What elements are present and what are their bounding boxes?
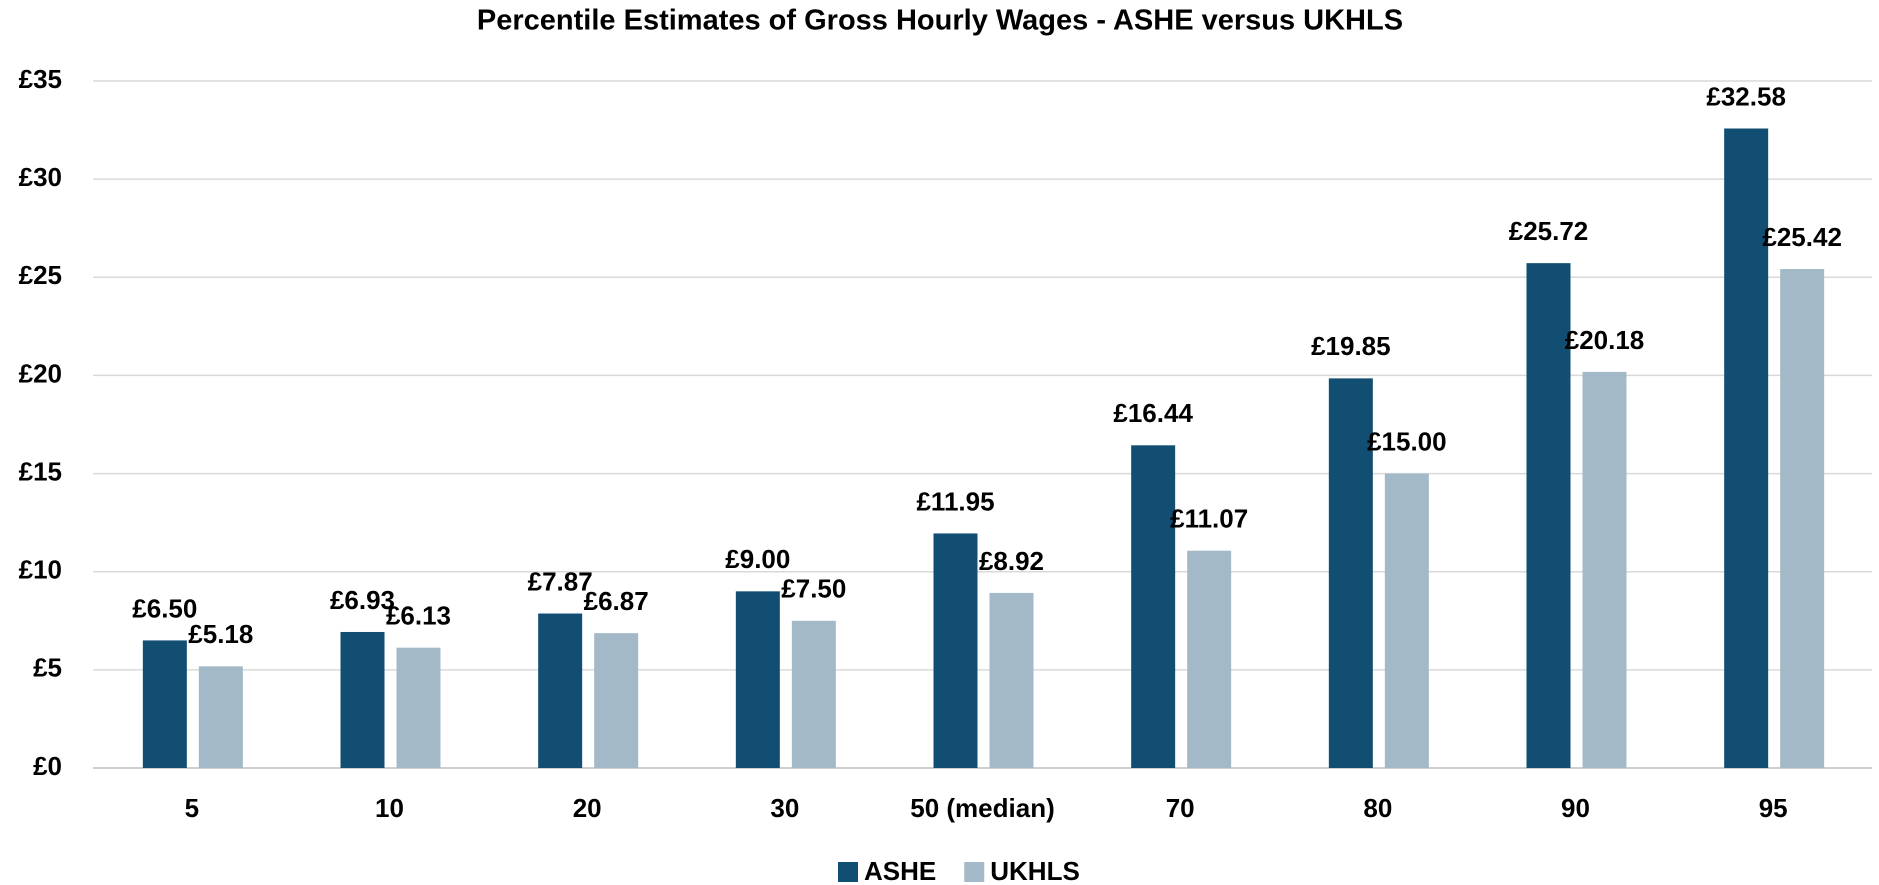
- data-label: £32.58: [1706, 81, 1786, 111]
- data-label: £16.44: [1113, 398, 1193, 428]
- y-tick-label: £30: [19, 162, 62, 192]
- data-label: £7.87: [528, 566, 593, 596]
- data-label: £5.18: [188, 619, 253, 649]
- data-label: £7.50: [781, 574, 846, 604]
- bar: [396, 647, 441, 768]
- x-tick-label: 80: [1363, 793, 1392, 823]
- data-label: £6.50: [132, 593, 197, 623]
- bar: [1780, 269, 1825, 768]
- data-label: £25.72: [1509, 216, 1589, 246]
- bar: [198, 666, 243, 768]
- data-label: £19.85: [1311, 331, 1391, 361]
- x-tick-label: 95: [1759, 793, 1788, 823]
- bar: [142, 640, 187, 768]
- data-label: £9.00: [725, 544, 790, 574]
- x-tick-label: 20: [573, 793, 602, 823]
- x-tick-label: 70: [1166, 793, 1195, 823]
- bar: [933, 533, 978, 768]
- x-tick-label: 30: [770, 793, 799, 823]
- x-tick-label: 5: [185, 793, 199, 823]
- data-label: £6.93: [330, 585, 395, 615]
- bar: [594, 633, 639, 768]
- chart-title: Percentile Estimates of Gross Hourly Wag…: [477, 5, 1403, 37]
- y-tick-label: £35: [19, 64, 62, 94]
- y-tick-label: £15: [19, 456, 62, 486]
- bar: [1328, 378, 1373, 768]
- data-label: £25.42: [1762, 222, 1842, 252]
- y-tick-label: £25: [19, 260, 62, 290]
- bar: [1131, 445, 1176, 768]
- bar: [1582, 371, 1627, 768]
- y-tick-label: £20: [19, 358, 62, 388]
- legend-label: UKHLS: [990, 856, 1080, 885]
- bar: [1384, 473, 1429, 768]
- y-tick-label: £5: [33, 653, 62, 683]
- legend-label: ASHE: [864, 856, 936, 885]
- bar: [791, 620, 836, 768]
- bar: [340, 631, 385, 768]
- bar: [735, 591, 780, 768]
- y-tick-label: £0: [33, 751, 62, 781]
- bar: [538, 613, 583, 768]
- data-label: £8.92: [979, 546, 1044, 576]
- x-tick-label: 90: [1561, 793, 1590, 823]
- legend-swatch: [838, 862, 858, 882]
- bar: [989, 592, 1034, 768]
- bar: [1187, 550, 1232, 768]
- legend-swatch: [964, 862, 985, 882]
- data-label: £6.87: [584, 586, 649, 616]
- data-label: £11.95: [916, 486, 994, 516]
- x-tick-label: 10: [375, 793, 404, 823]
- bar: [1526, 263, 1571, 768]
- bar: [1724, 128, 1769, 768]
- data-label: £15.00: [1367, 426, 1447, 456]
- data-label: £20.18: [1565, 325, 1645, 355]
- x-tick-label: 50 (median): [910, 793, 1055, 823]
- y-tick-label: £10: [19, 555, 62, 585]
- data-label: £11.07: [1170, 504, 1248, 534]
- data-label: £6.13: [386, 601, 451, 631]
